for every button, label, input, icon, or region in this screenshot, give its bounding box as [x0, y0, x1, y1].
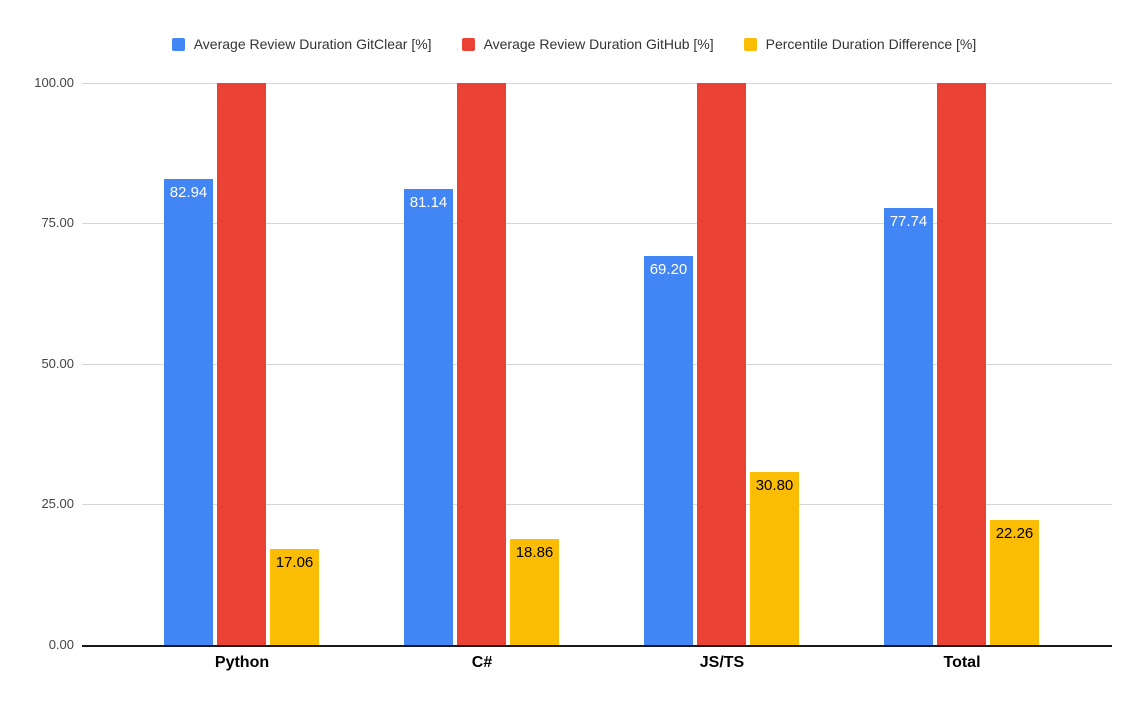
bar-github-JS/TS: [697, 83, 746, 645]
bar-value-label: 18.86: [515, 544, 554, 562]
legend-item-github: Average Review Duration GitHub [%]: [461, 36, 714, 52]
bar-gitclear-Total: 77.74: [884, 208, 933, 645]
y-tick-50: 50.00: [41, 356, 74, 371]
bar-gitclear-Python: 82.94: [164, 178, 213, 645]
bar-value-label: 22.26: [995, 524, 1034, 542]
gridline-75: [82, 223, 1112, 224]
legend: Average Review Duration GitClear [%] Ave…: [0, 36, 1148, 52]
gridline-25: [82, 504, 1112, 505]
gridline-100: [82, 83, 1112, 84]
legend-label-github: Average Review Duration GitHub [%]: [483, 36, 714, 52]
bar-group: 81.14 18.86: [404, 83, 559, 645]
category-label: JS/TS: [699, 654, 745, 671]
legend-swatch-github: [461, 37, 475, 51]
bar-group: 69.20 30.80: [644, 83, 799, 645]
bar-group: 82.94 17.06: [164, 83, 319, 645]
gridline-50: [82, 364, 1112, 365]
bar-percentile-diff-C#: 18.86: [510, 539, 559, 645]
legend-swatch-gitclear: [171, 37, 185, 51]
bar-percentile-diff-Total: 22.26: [990, 519, 1039, 645]
y-tick-100: 100.00: [34, 75, 74, 90]
bar-value-label: 17.06: [275, 554, 314, 572]
legend-item-gitclear: Average Review Duration GitClear [%]: [171, 36, 432, 52]
y-axis: 100.00 75.00 50.00 25.00 0.00: [0, 75, 74, 652]
bar-github-Total: [937, 83, 986, 645]
bar-gitclear-JS/TS: 69.20: [644, 256, 693, 645]
bar-github-C#: [457, 83, 506, 645]
legend-label-percentile-diff: Percentile Duration Difference [%]: [765, 36, 977, 52]
legend-swatch-percentile-diff: [743, 37, 757, 51]
category-label: Total: [943, 654, 981, 671]
category-label: C#: [471, 654, 493, 671]
bar-value-label: 30.80: [755, 476, 794, 494]
bar-percentile-diff-JS/TS: 30.80: [750, 471, 799, 645]
legend-item-percentile-diff: Percentile Duration Difference [%]: [743, 36, 977, 52]
y-tick-0: 0.00: [48, 637, 74, 652]
y-tick-25: 25.00: [41, 496, 74, 511]
x-axis-labels: Python C# JS/TS Total: [82, 654, 1112, 684]
bar-value-label: 69.20: [649, 261, 688, 279]
bar-percentile-diff-Python: 17.06: [270, 549, 319, 645]
bar-value-label: 81.14: [409, 194, 448, 211]
bar-gitclear-C#: 81.14: [404, 189, 453, 645]
legend-label-gitclear: Average Review Duration GitClear [%]: [193, 36, 432, 52]
bar-group: 77.74 22.26: [884, 83, 1039, 645]
y-tick-75: 75.00: [41, 215, 74, 230]
bar-github-Python: [217, 83, 266, 645]
plot-area: 82.94 17.06 81.14 18.86 69.20 30.80 77.74 22…: [82, 83, 1112, 647]
bar-value-label: 82.94: [169, 183, 208, 201]
bar-value-label: 77.74: [889, 213, 928, 231]
category-label: Python: [214, 654, 270, 671]
